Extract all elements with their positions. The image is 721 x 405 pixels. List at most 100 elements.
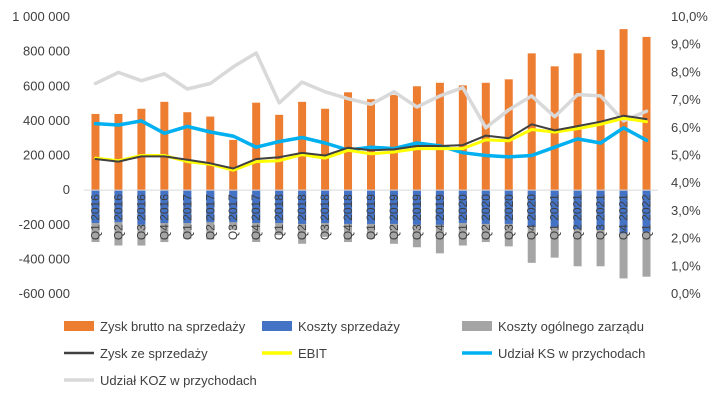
category-label: Q1 2022 [640,194,654,240]
left-tick-label: -600 000 [19,286,70,301]
right-tick-label: 3,0% [671,203,701,218]
category-label: Q3 2019 [410,194,424,240]
right-tick-label: 10,0% [671,9,708,24]
bar [367,190,375,224]
bar [389,94,398,191]
series-line [93,119,649,159]
bar [642,36,651,191]
bar [642,190,651,232]
bar [275,114,284,191]
bar [114,113,123,191]
left-axis-ticks: -600 000 -400 000 -200 000 0 200 000 400 000 6… [12,9,70,301]
right-tick-label: 9,0% [671,37,701,52]
bar [137,190,146,225]
right-tick-label: 0,0% [671,286,701,301]
legend-label: Zysk brutto na sprzedaży [100,319,246,334]
category-label: Q3 2021 [594,194,608,240]
bar [619,190,628,279]
series-lines [93,51,649,172]
left-tick-label: -200 000 [19,217,70,232]
bar [344,92,353,191]
category-labels: Q1 2016 Q2 2016 Q3 2016 Q4 2016 Q1 2017 Q2 20… [88,194,653,240]
right-tick-label: 5,0% [671,148,701,163]
category-label: Q1 2019 [364,194,378,240]
bar [573,190,582,230]
bar [229,190,238,223]
bar [298,101,307,191]
category-label: Q2 2019 [387,194,401,240]
legend-label: Koszty ogólnego zarządu [498,319,644,334]
legend-label: Udział KOZ w przychodach [100,373,257,388]
category-label: Q4 2019 [433,194,447,240]
bar [275,190,284,224]
right-tick-label: 7,0% [671,92,701,107]
category-label: Q4 2018 [341,194,355,240]
bar [458,85,467,191]
bar [458,190,467,224]
bar [298,190,307,224]
bar [550,190,559,228]
bar [412,190,421,225]
category-label: Q1 2021 [548,194,562,240]
category-label: Q3 2016 [134,194,148,240]
legend-label: EBIT [298,346,327,361]
bar [504,79,513,191]
category-label: Q3 2020 [502,194,516,240]
category-label: Q4 2017 [249,194,263,240]
left-tick-label: 0 [63,182,70,197]
right-axis-ticks: 0,0% 1,0% 2,0% 3,0% 4,0% 5,0% 6,0% 7,0% 8,0% 9,0%… [671,9,708,301]
bar [206,190,215,223]
legend-swatch [462,321,492,331]
bar [642,190,651,277]
category-label: Q4 2020 [525,194,539,240]
bar [321,108,330,191]
category-label: Q3 2018 [318,194,332,240]
bar [183,190,192,224]
bar [619,29,628,191]
bar [389,190,398,224]
left-tick-label: 200 000 [23,148,70,163]
left-tick-label: 1 000 000 [12,9,70,24]
bar [137,108,146,191]
category-label: Q1 2016 [88,194,102,240]
bar [160,190,169,224]
legend-label: Zysk ze sprzedaży [100,346,208,361]
bar [504,190,513,224]
bar [527,53,536,191]
left-tick-label: 400 000 [23,113,70,128]
bar [435,82,444,191]
legend-label: Koszty sprzedaży [298,319,400,334]
category-label: Q3 2017 [226,194,240,240]
bars [91,29,651,279]
bar [252,190,261,224]
bar [229,139,238,191]
bar [183,112,192,191]
left-tick-label: 600 000 [23,78,70,93]
bar [435,190,444,225]
legend-swatch [64,321,94,331]
bar [91,190,100,224]
bar [596,190,605,230]
left-tick-label: 800 000 [23,44,70,59]
category-label: Q2 2017 [203,194,217,240]
category-label: Q2 2021 [571,194,585,240]
bar [344,190,353,224]
bar [114,190,123,223]
series-line [94,114,648,170]
legend-swatch [262,321,292,331]
category-label: Q4 2016 [157,194,171,240]
bar [619,190,628,234]
series-line [94,116,648,172]
category-label: Q2 2020 [479,194,493,240]
bar [412,86,421,191]
bar [206,116,215,191]
bar [160,101,169,191]
bar [550,66,559,191]
bar [596,49,605,191]
bar [573,53,582,191]
right-tick-label: 2,0% [671,231,701,246]
right-tick-label: 8,0% [671,64,701,79]
bar [481,190,490,224]
